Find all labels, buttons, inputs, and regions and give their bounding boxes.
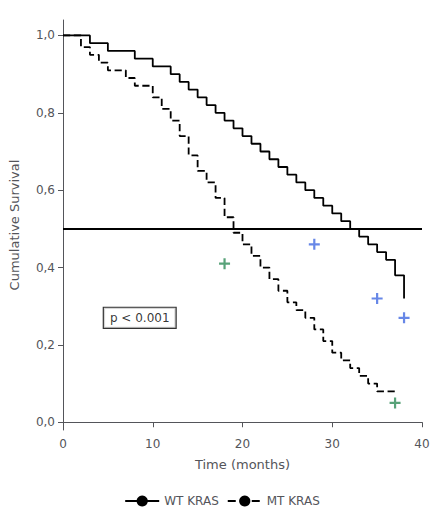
svg-text:0,0: 0,0: [36, 415, 55, 429]
svg-text:0,4: 0,4: [36, 261, 55, 275]
svg-text:0,2: 0,2: [36, 338, 55, 352]
svg-text:MT KRAS: MT KRAS: [267, 494, 320, 508]
svg-text:p < 0.001: p < 0.001: [110, 311, 170, 325]
svg-text:40: 40: [414, 437, 429, 451]
svg-text:Time (months): Time (months): [194, 457, 290, 472]
svg-text:WT KRAS: WT KRAS: [164, 494, 219, 508]
svg-text:0,8: 0,8: [36, 106, 55, 120]
svg-text:0: 0: [59, 437, 67, 451]
svg-text:Cumulative Survival: Cumulative Survival: [7, 160, 22, 291]
svg-text:1,0: 1,0: [36, 28, 55, 42]
svg-text:20: 20: [235, 437, 250, 451]
svg-text:30: 30: [325, 437, 340, 451]
svg-text:0,6: 0,6: [36, 183, 55, 197]
svg-text:10: 10: [145, 437, 160, 451]
